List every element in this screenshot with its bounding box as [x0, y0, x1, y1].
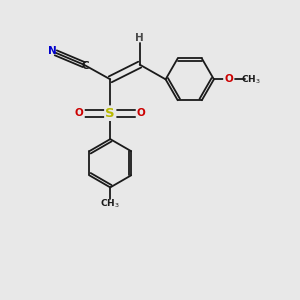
Text: S: S — [105, 107, 115, 120]
Text: O: O — [137, 108, 146, 118]
Text: N: N — [48, 46, 57, 56]
Text: O: O — [224, 74, 233, 84]
Text: CH$_3$: CH$_3$ — [100, 197, 120, 210]
Text: H: H — [135, 33, 144, 43]
Text: C: C — [81, 61, 89, 71]
Text: CH$_3$: CH$_3$ — [241, 73, 261, 86]
Text: O: O — [75, 108, 84, 118]
